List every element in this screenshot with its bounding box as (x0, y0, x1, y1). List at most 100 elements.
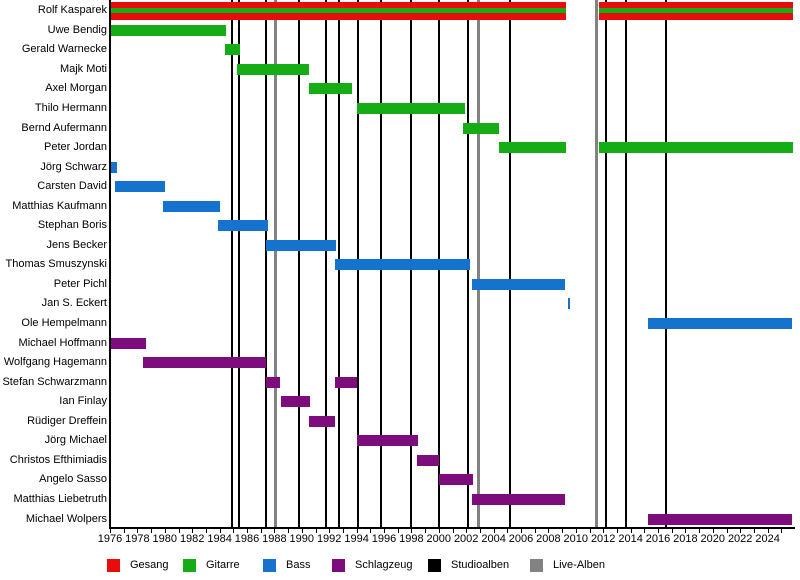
timeline-bar (334, 376, 357, 388)
member-name-label: Jörg Michael (44, 434, 107, 447)
studio-album-line (265, 0, 268, 527)
gitarre-stripe (599, 8, 793, 14)
schlagzeug-color-swatch (332, 559, 345, 572)
axis-tick (123, 529, 125, 533)
live-album-line (477, 0, 481, 527)
timeline-bar (356, 435, 419, 447)
axis-tick (110, 529, 111, 533)
x-axis-line (109, 527, 795, 529)
timeline-bar (308, 415, 335, 427)
axis-tick (753, 529, 755, 533)
axis-tick (425, 529, 427, 533)
axis-tick (575, 529, 577, 533)
gitarre-stripe (110, 8, 567, 14)
legend-item-gitarre: Gitarre (183, 558, 240, 573)
axis-year-label: 1988 (262, 533, 287, 545)
member-name-label: Rüdiger Dreffein (27, 414, 107, 427)
axis-year-label: 2018 (673, 533, 698, 545)
axis-tick (397, 529, 399, 533)
member-name-label: Majk Moti (59, 62, 107, 75)
axis-tick (288, 529, 290, 533)
legend-label: Gesang (130, 559, 169, 571)
axis-tick (726, 529, 728, 533)
axis-year-label: 2020 (700, 533, 726, 545)
axis-year-label: 2012 (590, 533, 616, 545)
timeline-bar (237, 63, 309, 75)
member-name-label: Matthias Kaufmann (12, 199, 107, 212)
axis-tick (479, 529, 481, 533)
timeline-bar (334, 259, 471, 271)
timeline-bar (281, 396, 311, 408)
axis-year-label: 2000 (426, 533, 452, 545)
timeline-bar (266, 239, 337, 251)
member-name-label: Uwe Bendig (47, 23, 107, 36)
legend-label: Studioalben (451, 559, 510, 571)
axis-tick (329, 529, 331, 533)
timeline-bar (648, 513, 792, 525)
axis-tick (644, 529, 646, 533)
member-name-label: Jens Becker (46, 238, 107, 251)
axis-tick (260, 529, 262, 533)
axis-year-label: 1978 (125, 533, 150, 545)
axis-tick (411, 529, 413, 533)
axis-year-label: 2006 (508, 533, 534, 545)
axis-tick (219, 529, 221, 533)
axis-year-label: 2002 (453, 533, 479, 545)
gesang-stripe (110, 1, 567, 9)
axis-tick (151, 529, 153, 533)
axis-tick (562, 529, 564, 533)
axis-year-label: 2014 (618, 533, 643, 545)
timeline-bar (110, 161, 117, 173)
timeline-bar-dual-role (599, 1, 793, 20)
axis-tick (548, 529, 550, 533)
studio-album-line (509, 0, 512, 527)
member-name-label: Thilo Hermann (34, 101, 107, 114)
axis-tick (493, 529, 495, 533)
timeline-bar (471, 493, 565, 505)
axis-year-label: 1980 (152, 533, 178, 545)
member-name-label: Wolfgang Hagemann (3, 356, 107, 369)
axis-year-label: 1984 (207, 533, 232, 545)
member-name-label: Ole Hempelmann (21, 317, 107, 329)
timeline-bar (163, 200, 220, 212)
axis-tick (507, 529, 509, 533)
axis-tick (616, 529, 618, 533)
axis-tick (685, 529, 687, 533)
studio-album-line (298, 0, 301, 527)
timeline-bar (438, 474, 474, 486)
legend-item-schlagzeug: Schlagzeug (332, 558, 413, 573)
member-name-label: Peter Jordan (44, 141, 107, 154)
timeline-bar-dual-role (110, 1, 567, 20)
legend-item-gesang: Gesang (107, 558, 169, 573)
member-name-label: Angelo Sasso (39, 473, 107, 486)
bass-color-swatch (263, 559, 276, 572)
axis-tick (137, 529, 139, 533)
axis-year-label: 2022 (727, 533, 753, 545)
gitarre-color-swatch (183, 559, 196, 572)
timeline-bar (567, 298, 571, 310)
studioalben-color-swatch (428, 559, 441, 572)
timeline-bar (308, 83, 353, 95)
axis-tick (438, 529, 440, 533)
axis-year-label: 1986 (234, 533, 260, 545)
timeline-bar (110, 24, 227, 36)
member-name-label: Stefan Schwarzmann (2, 375, 107, 388)
y-axis-line (109, 0, 111, 529)
axis-tick (521, 529, 522, 533)
axis-year-label: 1992 (316, 533, 342, 545)
axis-year-label: 2016 (645, 533, 671, 545)
axis-year-label: 1976 (97, 533, 123, 545)
axis-tick (630, 529, 632, 533)
member-name-label: Matthias Liebetruth (13, 492, 107, 505)
axis-year-label: 1996 (371, 533, 397, 545)
axis-tick (658, 529, 659, 533)
timeline-bar (115, 181, 165, 193)
member-name-label: Bernd Aufermann (21, 121, 107, 134)
axis-year-label: 2010 (563, 533, 589, 545)
studio-album-line (230, 0, 233, 527)
axis-tick (315, 529, 317, 533)
legend-item-bass: Bass (263, 558, 310, 573)
gesang-stripe (110, 13, 567, 20)
legend-item-live_alben: Live-Alben (530, 558, 605, 573)
